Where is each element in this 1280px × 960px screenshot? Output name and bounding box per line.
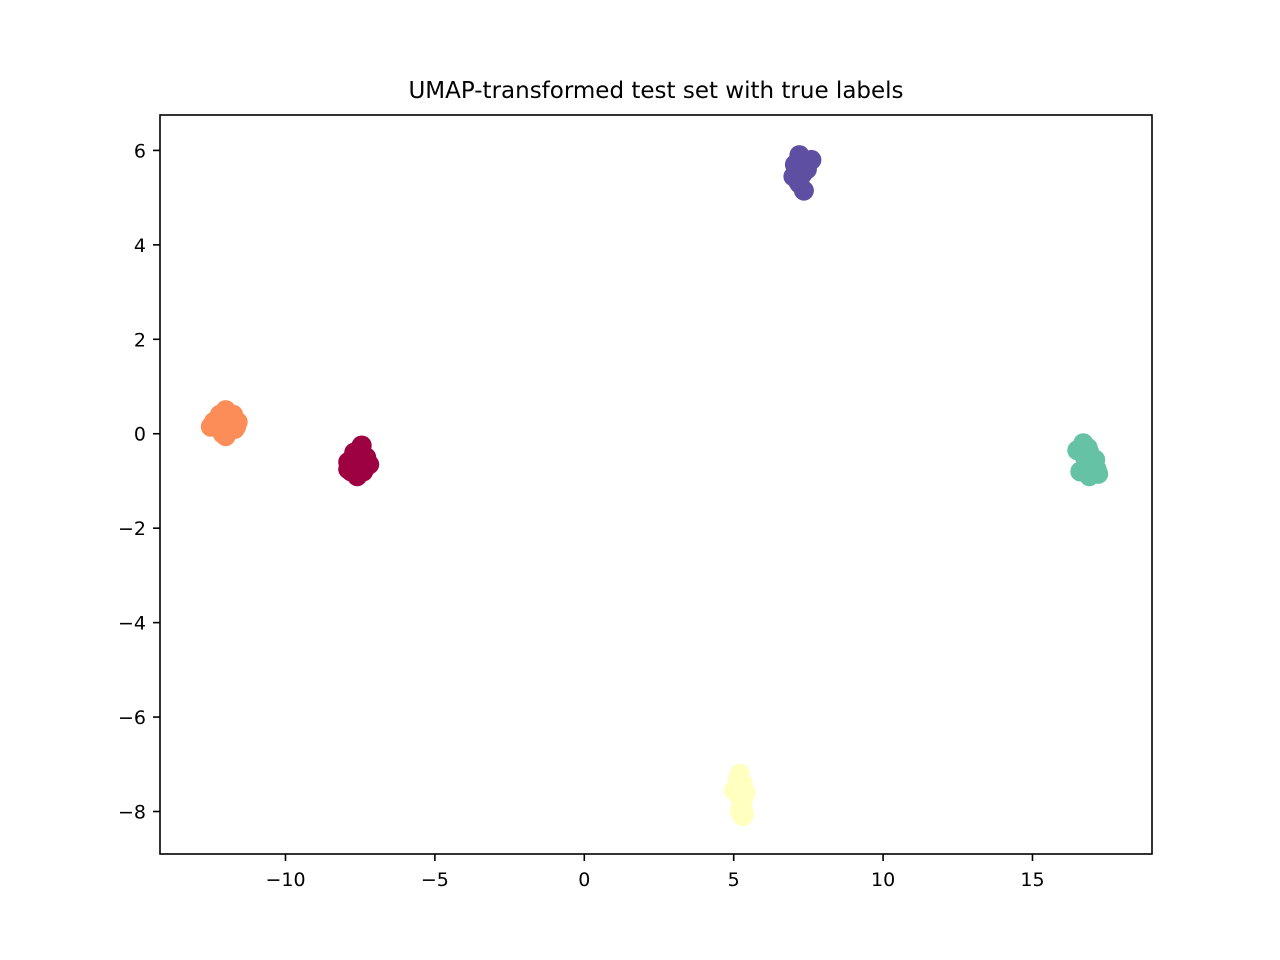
scatter-point — [790, 147, 811, 168]
y-tick-label: −4 — [118, 613, 146, 635]
x-tick-label: 0 — [578, 869, 590, 891]
cluster-4 — [783, 145, 822, 201]
chart-title: UMAP-transformed test set with true labe… — [408, 78, 903, 104]
scatter-point — [203, 411, 224, 432]
scatter-point — [787, 171, 808, 192]
x-tick-label: 5 — [728, 869, 740, 891]
y-tick-label: 0 — [134, 424, 146, 446]
scatter-point — [729, 787, 750, 808]
cluster-2 — [723, 763, 756, 827]
scatter-point — [345, 463, 366, 484]
y-tick-label: −8 — [118, 802, 146, 824]
y-tick-label: 2 — [134, 329, 146, 351]
y-tick-label: 6 — [134, 140, 146, 162]
scatter-point — [1077, 437, 1098, 458]
scatter-point — [1086, 459, 1107, 480]
scatter-point — [728, 768, 749, 789]
scatter-point — [734, 803, 755, 824]
scatter-point — [351, 435, 372, 456]
scatter-point — [226, 416, 247, 437]
y-tick-label: −6 — [118, 707, 146, 729]
y-tick-label: −2 — [118, 518, 146, 540]
x-tick-label: 15 — [1020, 869, 1044, 891]
x-tick-label: −5 — [421, 869, 449, 891]
cluster-3 — [1067, 433, 1109, 487]
points-layer — [200, 145, 1109, 827]
x-tick-label: −10 — [265, 869, 305, 891]
cluster-0 — [338, 435, 380, 487]
axes-layer: −10 −5 0 5 10 15 −8 −6 −4 −2 0 2 4 6 — [118, 114, 1153, 891]
cluster-1 — [200, 400, 248, 447]
x-tick-label: 10 — [871, 869, 895, 891]
y-tick-label: 4 — [134, 235, 146, 257]
plot-frame — [159, 114, 1153, 855]
